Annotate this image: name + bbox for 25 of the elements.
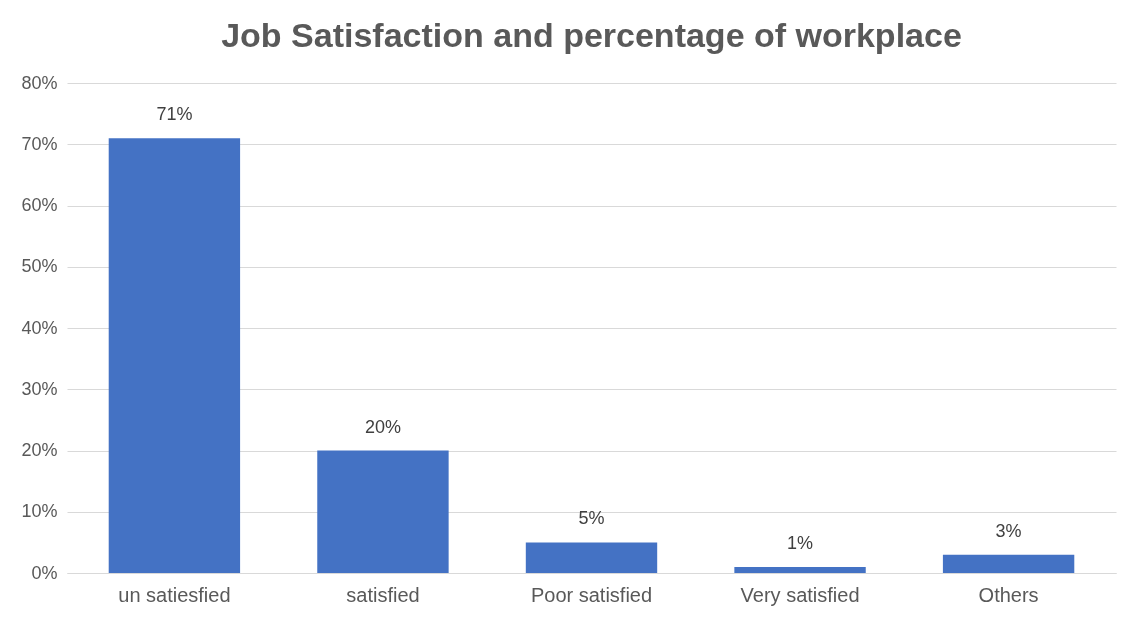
y-tick-label: 20%	[21, 440, 58, 460]
bar	[734, 566, 866, 573]
bar	[525, 542, 658, 573]
data-label: 3%	[995, 520, 1022, 541]
y-tick-label: 60%	[21, 195, 58, 215]
data-label: 5%	[578, 508, 605, 529]
y-tick-label: 50%	[21, 256, 58, 277]
y-tick-label: 0%	[31, 562, 58, 583]
y-tick-label: 30%	[21, 378, 58, 399]
x-tick-label: satisfied	[346, 583, 420, 606]
data-label: 20%	[364, 416, 401, 437]
bar	[317, 450, 449, 573]
x-tick-label: un satiesfied	[118, 583, 231, 606]
y-tick-label: 10%	[21, 501, 58, 522]
bar	[108, 138, 241, 573]
y-tick-label: 80%	[21, 72, 58, 93]
data-label: 1%	[787, 532, 814, 553]
data-label: 71%	[156, 104, 193, 125]
chart-title: Job Satisfaction and percentage of workplace	[221, 16, 962, 54]
bar	[942, 554, 1075, 573]
x-tick-label: Others	[978, 583, 1039, 606]
x-tick-label: Poor satisfied	[530, 583, 653, 606]
x-tick-label: Very satisfied	[740, 583, 860, 606]
y-tick-label: 40%	[21, 317, 58, 338]
y-tick-label: 70%	[21, 133, 58, 154]
